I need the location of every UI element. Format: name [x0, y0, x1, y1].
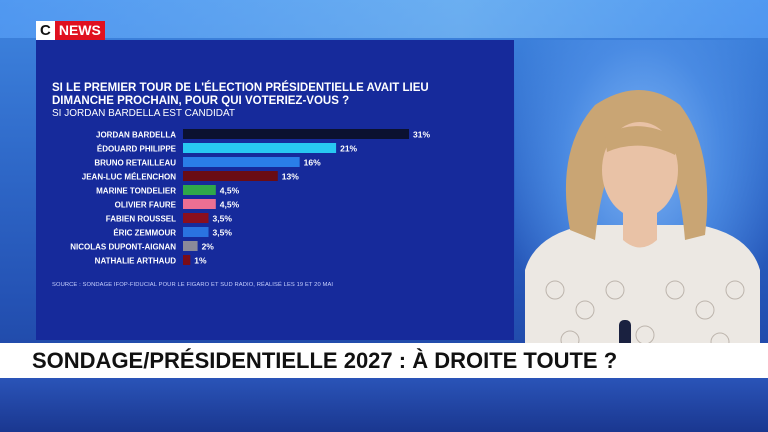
value-label: 3,5% [213, 228, 233, 238]
value-label: 4,5% [220, 200, 240, 210]
bottom-strip [0, 378, 768, 432]
bar [183, 255, 191, 265]
poll-question: SI LE PREMIER TOUR DE L'ÉLECTION PRÉSIDE… [52, 82, 429, 107]
category-label: BRUNO RETAILLEAU [94, 159, 176, 168]
studio-light-band [0, 0, 768, 38]
value-label: 2% [202, 242, 215, 252]
presenter-figure [525, 90, 760, 360]
bar [183, 185, 216, 195]
headline-text: SONDAGE/PRÉSIDENTIELLE 2027 : À DROITE T… [32, 348, 618, 373]
category-label: ÉRIC ZEMMOUR [113, 229, 176, 238]
category-label: JEAN-LUC MÉLENCHON [82, 173, 176, 182]
presenter-fringe [605, 126, 680, 155]
value-label: 21% [340, 144, 357, 154]
presenter-neck [623, 210, 657, 248]
value-label: 3,5% [213, 214, 233, 224]
bar [183, 157, 300, 167]
bar [183, 143, 337, 153]
value-label: 31% [413, 130, 430, 140]
category-label: OLIVIER FAURE [115, 201, 177, 210]
value-label: 16% [304, 158, 321, 168]
bar [183, 129, 409, 139]
poll-panel [36, 40, 514, 340]
bar [183, 227, 209, 237]
value-label: 1% [194, 256, 207, 266]
microphone [619, 320, 631, 350]
presenter-blouse [525, 225, 760, 360]
category-label: ÉDOUARD PHILIPPE [97, 145, 177, 154]
bar [183, 241, 198, 251]
poll-subtitle: SI JORDAN BARDELLA EST CANDIDAT [52, 108, 236, 119]
bar [183, 199, 216, 209]
category-label: FABIEN ROUSSEL [106, 215, 176, 224]
bar [183, 213, 209, 223]
category-label: MARINE TONDELIER [96, 187, 176, 196]
logo-news: NEWS [54, 21, 105, 40]
category-label: NICOLAS DUPONT-AIGNAN [70, 243, 176, 252]
headline-banner [0, 343, 768, 378]
poll-source: SOURCE : SONDAGE IFOP-FIDUCIAL POUR LE F… [52, 282, 334, 288]
value-label: 4,5% [220, 186, 240, 196]
presenter-hair [565, 90, 708, 240]
logo-c: C [36, 21, 55, 40]
cnews-logo: C NEWS [36, 21, 105, 40]
category-label: JORDAN BARDELLA [96, 131, 176, 140]
category-label: NATHALIE ARTHAUD [95, 257, 177, 266]
bar [183, 171, 278, 181]
value-label: 13% [282, 172, 299, 182]
